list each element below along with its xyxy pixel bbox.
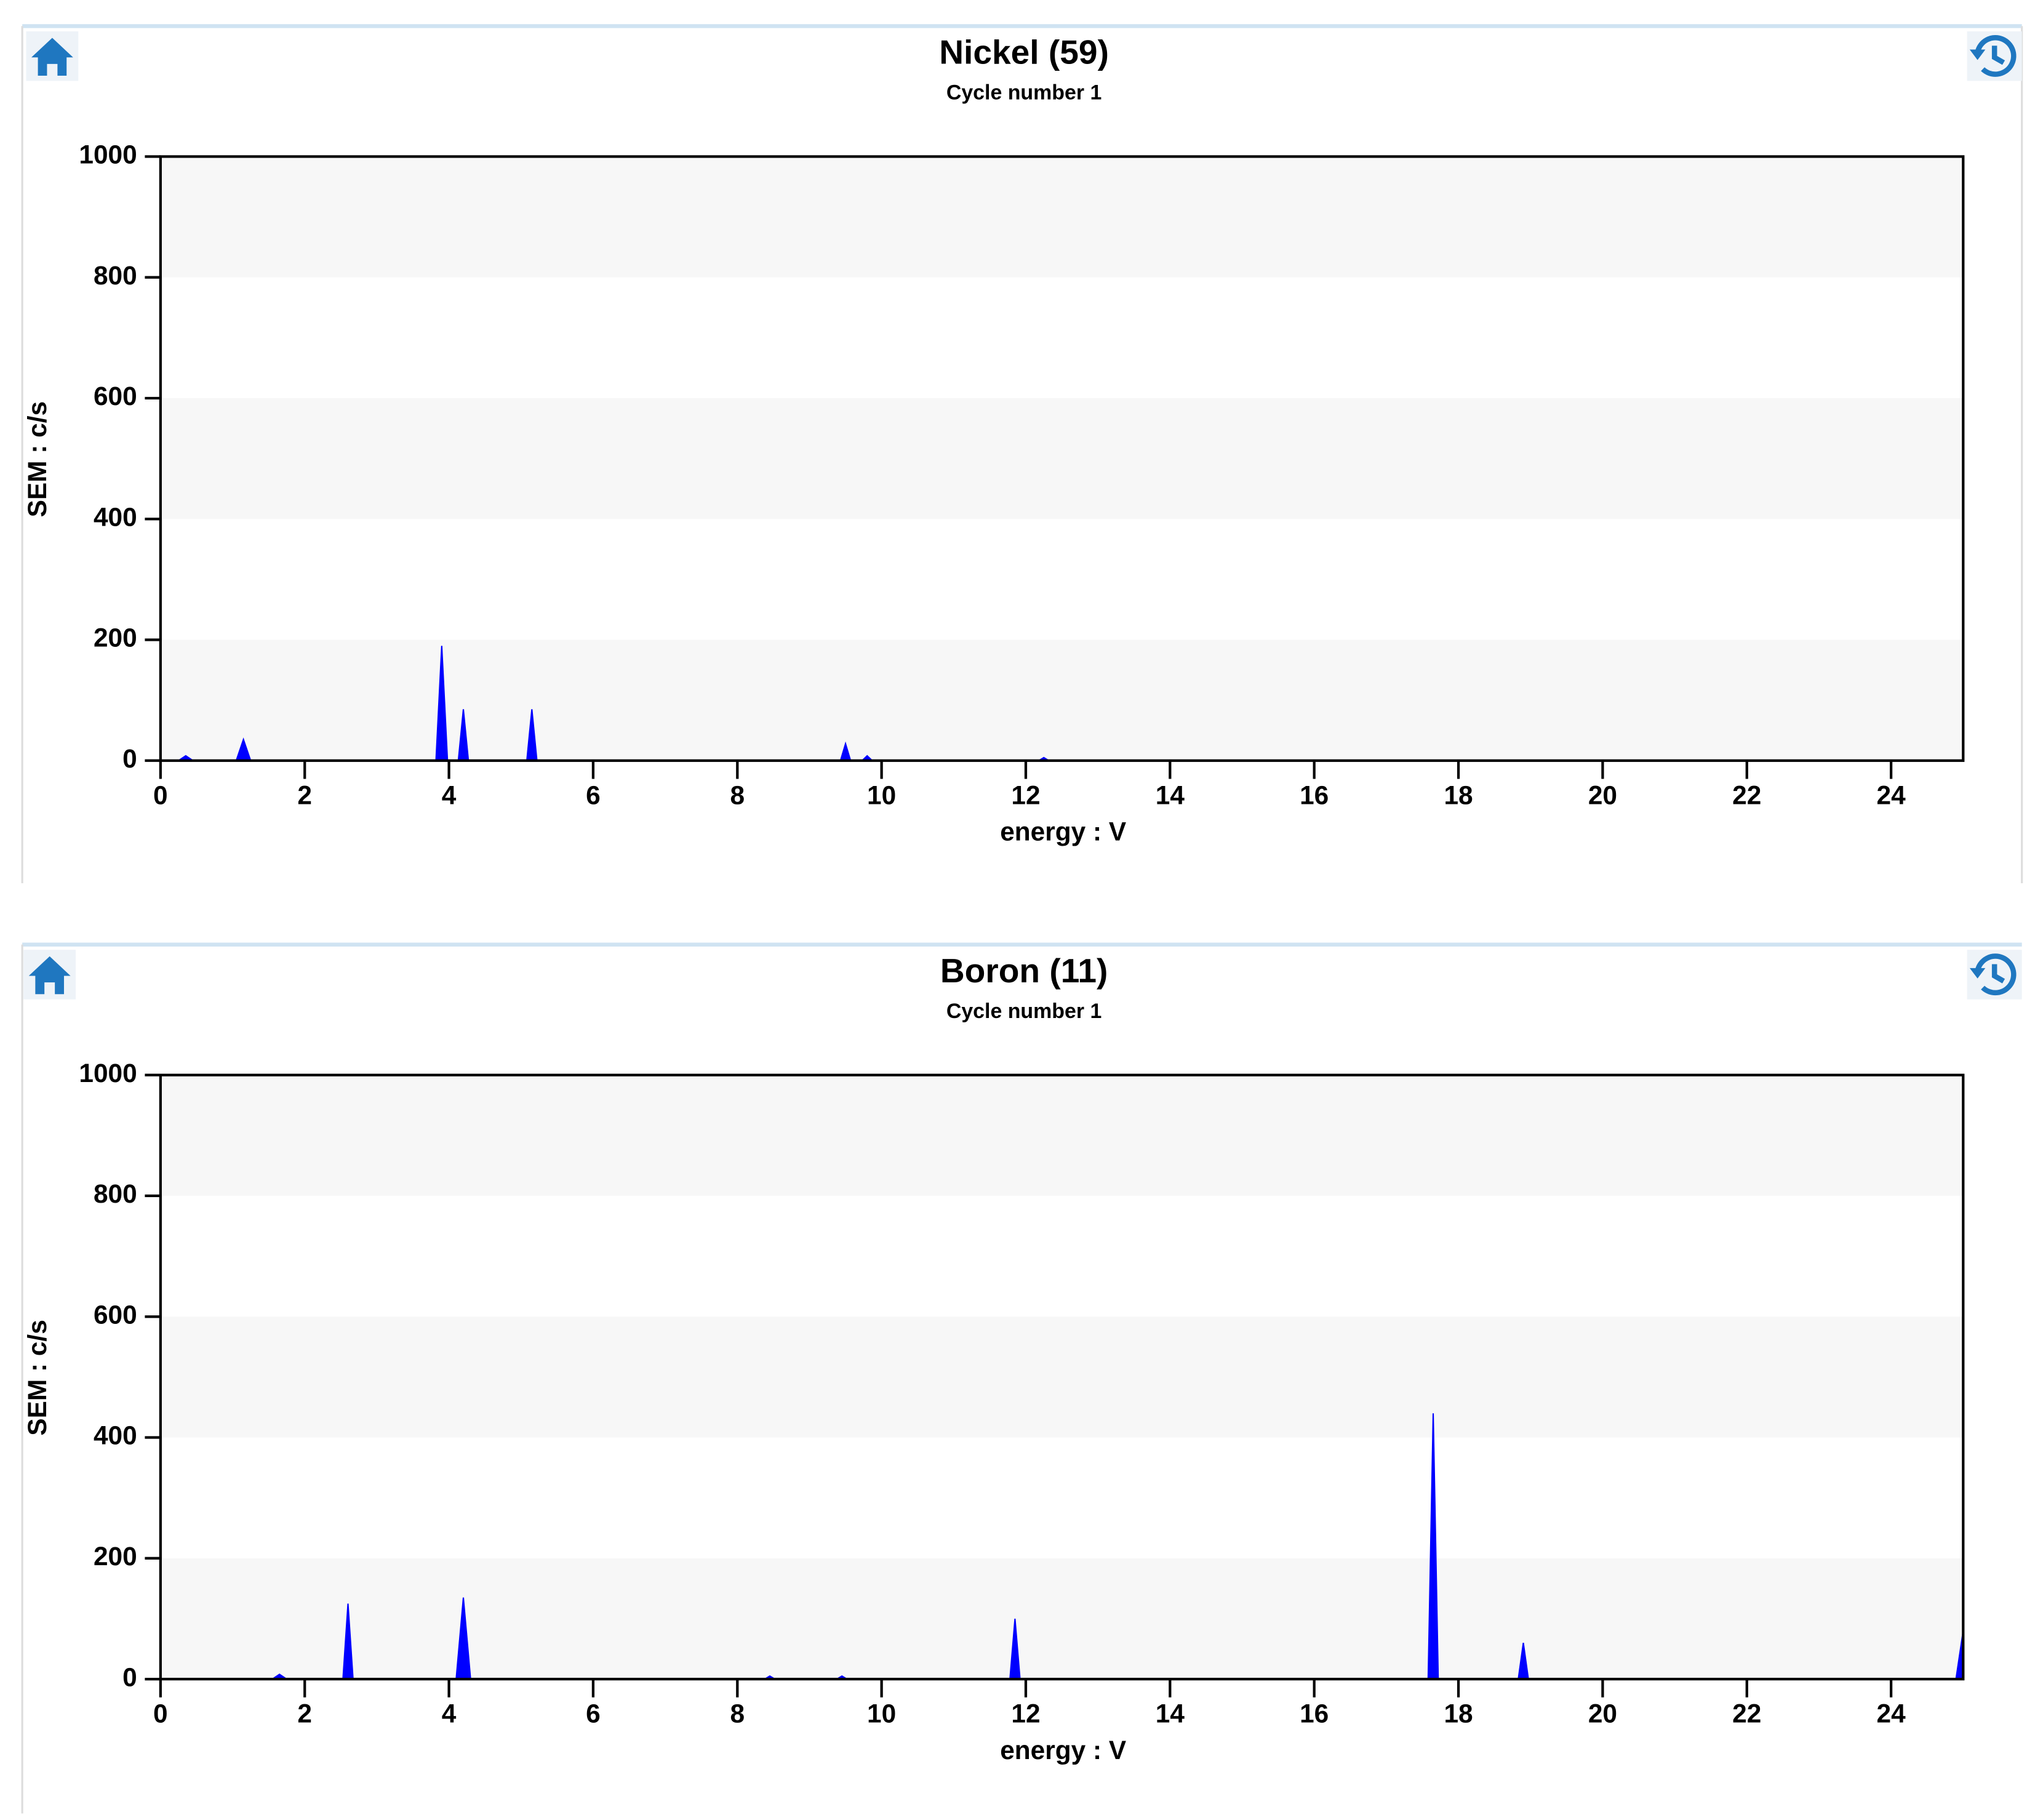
- x-tick-label: 10: [867, 780, 896, 809]
- y-tick-label: 1000: [79, 1059, 137, 1088]
- history-icon: [1975, 35, 2017, 77]
- chart-title: Boron (11): [940, 952, 1108, 990]
- x-tick-label: 6: [586, 780, 601, 809]
- chart-subtitle: Cycle number 1: [946, 1000, 1102, 1023]
- y-tick-label: 400: [94, 1421, 137, 1450]
- x-tick-label: 20: [1588, 1699, 1617, 1728]
- home-icon: [28, 956, 71, 995]
- grid-band: [160, 1317, 1964, 1438]
- history-arrow: [1969, 968, 1986, 979]
- x-tick-label: 16: [1300, 1699, 1329, 1728]
- grid-band: [160, 156, 1964, 278]
- x-tick-label: 16: [1300, 780, 1329, 809]
- panel-frame: [21, 942, 2022, 1814]
- history-arrow: [1969, 49, 1986, 60]
- x-tick-label: 0: [153, 1699, 168, 1728]
- x-tick-label: 14: [1156, 780, 1185, 809]
- x-tick-label: 4: [442, 1699, 457, 1728]
- x-tick-label: 8: [730, 780, 745, 809]
- x-tick-label: 24: [1877, 1699, 1906, 1728]
- y-tick-label: 0: [122, 744, 137, 773]
- y-tick-label: 0: [122, 1662, 137, 1691]
- y-axis-label: SEM : c/s: [23, 401, 52, 517]
- y-axis-label: SEM : c/s: [23, 1320, 52, 1435]
- y-tick-label: 800: [94, 261, 137, 290]
- x-tick-label: 4: [442, 780, 457, 809]
- grid-band: [160, 639, 1964, 761]
- grid-band: [160, 1558, 1964, 1680]
- x-tick-label: 2: [297, 1699, 312, 1728]
- x-tick-label: 12: [1011, 780, 1040, 809]
- x-tick-label: 24: [1877, 780, 1906, 809]
- y-tick-label: 1000: [79, 140, 137, 169]
- home-icon: [31, 38, 73, 76]
- chart-title: Nickel (59): [939, 33, 1109, 71]
- x-tick-label: 22: [1732, 1699, 1761, 1728]
- history-icon: [1975, 953, 2017, 996]
- grid-band: [160, 1075, 1964, 1196]
- x-axis-label: energy : V: [1000, 1736, 1126, 1765]
- chart: Nickel (59)Cycle number 1020040060080010…: [23, 33, 1965, 846]
- x-tick-label: 20: [1588, 780, 1617, 809]
- x-tick-label: 18: [1444, 1699, 1473, 1728]
- x-tick-label: 2: [297, 780, 312, 809]
- x-tick-label: 12: [1011, 1699, 1040, 1728]
- x-tick-label: 14: [1156, 1699, 1185, 1728]
- x-tick-label: 22: [1732, 780, 1761, 809]
- y-tick-label: 800: [94, 1179, 137, 1208]
- panel-frame: [21, 24, 2023, 884]
- x-tick-label: 8: [730, 1699, 745, 1728]
- y-tick-label: 600: [94, 1300, 137, 1329]
- x-tick-label: 10: [867, 1699, 896, 1728]
- spectrum-area: [160, 1413, 1964, 1680]
- plot-frame: [159, 1073, 1965, 1681]
- x-tick-label: 0: [153, 780, 168, 809]
- x-tick-label: 18: [1444, 780, 1473, 809]
- chart-subtitle: Cycle number 1: [946, 81, 1102, 105]
- chart: Boron (11)Cycle number 10200400600800100…: [23, 952, 1965, 1765]
- y-tick-label: 200: [94, 623, 137, 652]
- grid-band: [160, 398, 1964, 519]
- x-tick-label: 6: [586, 1699, 601, 1728]
- y-tick-label: 200: [94, 1542, 137, 1571]
- y-tick-label: 400: [94, 502, 137, 531]
- x-axis-label: energy : V: [1000, 817, 1126, 846]
- plot-frame: [159, 155, 1965, 762]
- y-tick-label: 600: [94, 382, 137, 411]
